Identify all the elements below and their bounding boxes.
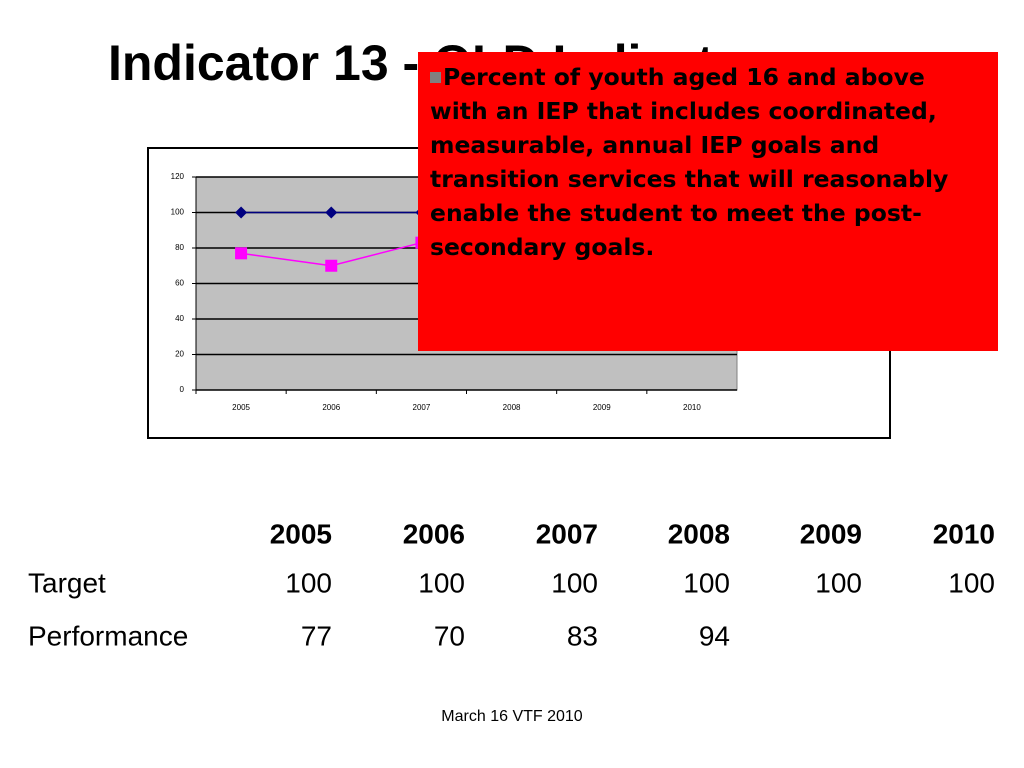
y-tick-label: 100	[171, 208, 185, 217]
y-tick-label: 60	[175, 279, 184, 288]
table-cell: 100	[551, 567, 598, 598]
y-tick-label: 0	[180, 385, 185, 394]
table-cell: 83	[567, 620, 598, 651]
table-header: 2007	[536, 518, 598, 549]
table-cell: 100	[815, 567, 862, 598]
y-tick-label: 40	[175, 314, 184, 323]
y-tick-label: 20	[175, 350, 184, 359]
table-header: 2009	[800, 518, 862, 549]
marker	[325, 206, 338, 219]
table-row-label: Performance	[28, 620, 188, 651]
marker	[235, 247, 248, 260]
table-header: 2006	[403, 518, 465, 549]
callout-box: Percent of youth aged 16 and above with …	[418, 52, 998, 351]
marker	[325, 259, 338, 272]
x-tick-label: 2008	[503, 403, 521, 412]
y-tick-label: 120	[171, 172, 185, 181]
table-header: 2005	[270, 518, 332, 549]
callout-text: Percent of youth aged 16 and above with …	[430, 63, 949, 261]
x-tick-label: 2009	[593, 403, 611, 412]
table-header: 2008	[668, 518, 730, 549]
marker	[235, 206, 248, 219]
x-tick-label: 2010	[683, 403, 701, 412]
table-row-label: Target	[28, 567, 106, 598]
table-cell: 77	[301, 620, 332, 651]
table-cell: 100	[418, 567, 465, 598]
table-cell: 100	[948, 567, 995, 598]
table-header: 2010	[933, 518, 995, 549]
table-cell: 100	[683, 567, 730, 598]
bullet	[430, 72, 441, 83]
x-tick-label: 2007	[413, 403, 431, 412]
footer: March 16 VTF 2010	[441, 708, 583, 725]
x-tick-label: 2006	[322, 403, 340, 412]
table-cell: 100	[285, 567, 332, 598]
y-tick-label: 80	[175, 243, 184, 252]
table-cell: 94	[699, 620, 730, 651]
x-tick-label: 2005	[232, 403, 250, 412]
table-cell: 70	[434, 620, 465, 651]
